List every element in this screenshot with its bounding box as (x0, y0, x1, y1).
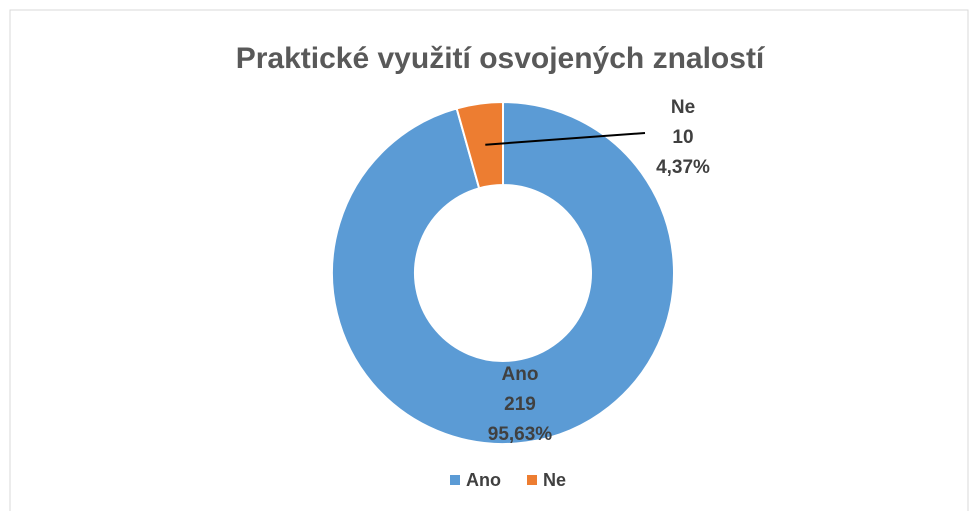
data-label-percent: 95,63% (488, 424, 553, 445)
chart-title: Praktické využití osvojených znalostí (236, 42, 766, 75)
legend-label: Ne (543, 470, 566, 490)
data-label-percent: 4,37% (656, 157, 710, 178)
legend-label: Ano (466, 470, 501, 490)
legend-swatch (450, 475, 460, 485)
leader-line (485, 132, 646, 146)
data-label-name: Ano (502, 364, 539, 385)
donut-slice (331, 100, 675, 445)
data-label-name: Ne (671, 97, 695, 118)
data-label-value: 10 (672, 127, 693, 148)
data-label-value: 219 (504, 394, 536, 415)
legend-swatch (527, 475, 537, 485)
